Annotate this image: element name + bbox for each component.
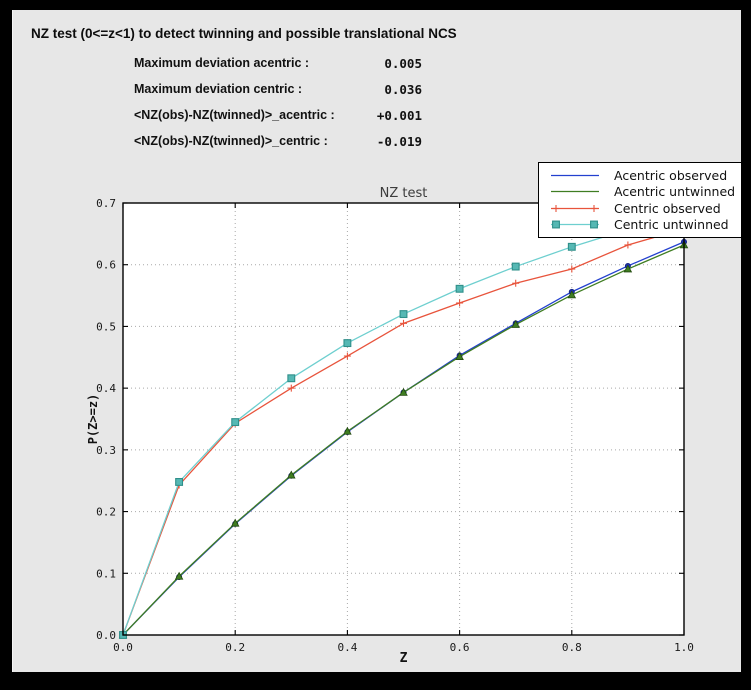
y-tick-label: 0.3 [96, 444, 116, 457]
legend-item-acentric-untwinned: Acentric untwinned [539, 184, 741, 201]
stat-value: 0.036 [384, 82, 422, 97]
x-axis-label: Z [399, 651, 408, 666]
legend-swatch-square-icon [551, 220, 599, 229]
legend-label: Centric untwinned [614, 217, 729, 233]
chart-svg: 0.0 0.2 0.4 0.6 0.8 1.0 0.0 0.1 0.2 0.3 0.4 0.5 0.6 0… [96, 197, 694, 654]
x-tick-label: 0.6 [450, 641, 470, 654]
stat-label: <NZ(obs)-NZ(twinned)>_acentric : [134, 108, 335, 122]
marker-triangle [174, 571, 184, 580]
marker-square [455, 284, 464, 293]
x-tick-label: 0.2 [225, 641, 245, 654]
y-tick-label: 0.4 [96, 382, 116, 395]
legend-label: Centric observed [614, 200, 721, 216]
stat-row-mean-diff-acentric: <NZ(obs)-NZ(twinned)>_acentric : +0.001 [134, 108, 422, 124]
legend-item-centric-untwinned: Centric untwinned [539, 217, 741, 234]
legend-swatch-triangle-icon [551, 191, 599, 193]
y-axis-label: P(Z>=z) [86, 393, 100, 445]
legend-label: Acentric observed [614, 167, 728, 183]
marker-triangle [455, 352, 464, 360]
x-tick-label: 0.8 [562, 641, 582, 654]
marker-triangle [399, 387, 408, 396]
marker-square [399, 310, 408, 319]
stat-row-max-deviation-centric: Maximum deviation centric : 0.036 [134, 82, 422, 98]
marker-triangle [567, 290, 577, 299]
y-tick-label: 0.6 [96, 259, 116, 272]
stat-row-max-deviation-acentric: Maximum deviation acentric : 0.005 [134, 56, 422, 72]
stat-label: Maximum deviation centric : [134, 82, 303, 96]
stat-row-mean-diff-centric: <NZ(obs)-NZ(twinned)>_centric : -0.019 [134, 134, 422, 150]
marker-square [287, 374, 296, 383]
marker-square [567, 242, 576, 251]
stat-label: Maximum deviation acentric : [134, 56, 310, 70]
legend-swatch-plus-icon [551, 204, 599, 212]
marker-triangle [623, 264, 633, 273]
marker-square [343, 339, 352, 348]
figure-panel: NZ test (0<=z<1) to detect twinning and … [12, 10, 742, 672]
marker-triangle [230, 518, 240, 527]
marker-square [590, 220, 598, 229]
y-tick-label: 0.0 [96, 629, 116, 642]
x-tick-label: 0.0 [113, 641, 133, 654]
y-tick-label: 0.1 [96, 567, 116, 580]
marker-triangle [287, 470, 296, 479]
stat-value: +0.001 [376, 108, 422, 123]
marker-triangle [343, 426, 352, 435]
marker-square [552, 220, 560, 229]
legend-box: Acentric observed Acentric untwinned Centr… [538, 162, 742, 238]
stats-block: Maximum deviation acentric : 0.005 Maxim… [134, 56, 422, 160]
marker-triangle [511, 319, 520, 328]
plot-frame [122, 202, 685, 636]
legend-item-centric-observed: Centric observed [539, 200, 741, 217]
marker-square [231, 418, 240, 427]
marker-square [511, 262, 520, 271]
plot-background [123, 203, 684, 635]
legend-item-acentric-observed: Acentric observed [539, 167, 741, 184]
x-tick-label: 0.4 [337, 641, 357, 654]
legend-label: Acentric untwinned [614, 184, 736, 200]
y-tick-label: 0.2 [96, 506, 116, 519]
y-tick-label: 0.7 [96, 197, 116, 210]
stat-value: 0.005 [384, 56, 422, 71]
y-tick-label: 0.5 [96, 320, 116, 333]
stat-value: -0.019 [376, 134, 422, 149]
chart-title: NZ test [379, 186, 428, 201]
x-tick-label: 1.0 [674, 641, 694, 654]
stat-label: <NZ(obs)-NZ(twinned)>_centric : [134, 134, 328, 148]
marker-square [175, 477, 184, 486]
legend-swatch-circle-icon [551, 174, 599, 176]
page-title: NZ test (0<=z<1) to detect twinning and … [31, 26, 457, 41]
